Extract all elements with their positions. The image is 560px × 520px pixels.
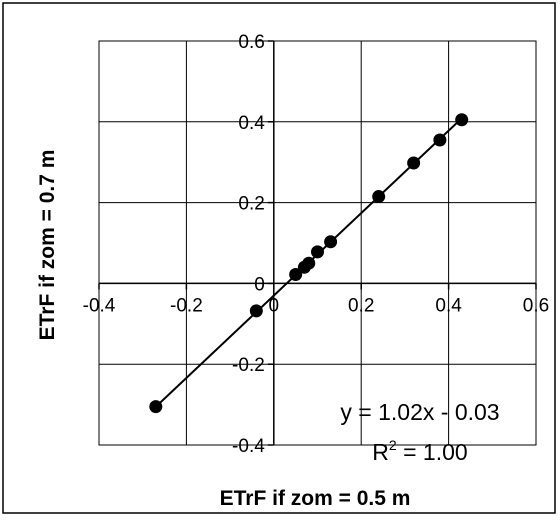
r-squared-prefix: R — [372, 439, 389, 465]
x-axis-title: ETrF if zom = 0.5 m — [220, 487, 411, 510]
x-tick-labels: -0.4 -0.2 0 0.2 0.4 0.6 — [83, 295, 550, 316]
r-squared-value: = 1.00 — [397, 439, 468, 465]
x-tick-label: 0 — [269, 295, 280, 316]
data-point — [455, 113, 469, 127]
y-tick-label: -0.4 — [232, 436, 265, 457]
data-point — [249, 304, 263, 318]
y-tick-label: 0 — [254, 274, 265, 295]
axes — [98, 40, 537, 446]
data-point — [433, 133, 447, 147]
data-point — [302, 256, 316, 270]
x-tick-label: 0.2 — [348, 295, 374, 316]
y-tick-label: 0.4 — [238, 113, 265, 134]
y-tick-labels: -0.4 -0.2 0 0.2 0.4 0.6 — [232, 32, 265, 457]
trendline-equation: y = 1.02x - 0.03 — [340, 399, 499, 425]
r-squared-superscript: 2 — [389, 437, 397, 453]
data-point — [372, 190, 386, 204]
data-point — [289, 268, 303, 282]
data-point — [324, 235, 338, 249]
x-tick-label: -0.2 — [170, 295, 203, 316]
y-tick-label: -0.2 — [232, 355, 265, 376]
data-point — [149, 400, 163, 414]
data-point — [311, 245, 324, 259]
y-tick-label: 0.2 — [238, 194, 264, 215]
chart-frame — [2, 2, 556, 514]
y-tick-label: 0.6 — [238, 32, 264, 53]
x-tick-label: 0.4 — [435, 295, 462, 316]
r-squared-annotation: R2 = 1.00 — [372, 437, 467, 465]
y-axis-title: ETrF if zom = 0.7 m — [36, 150, 59, 341]
x-tick-label: -0.4 — [83, 295, 116, 316]
x-tick-label: 0.6 — [523, 295, 549, 316]
data-point — [407, 156, 421, 170]
data-points — [149, 113, 469, 414]
